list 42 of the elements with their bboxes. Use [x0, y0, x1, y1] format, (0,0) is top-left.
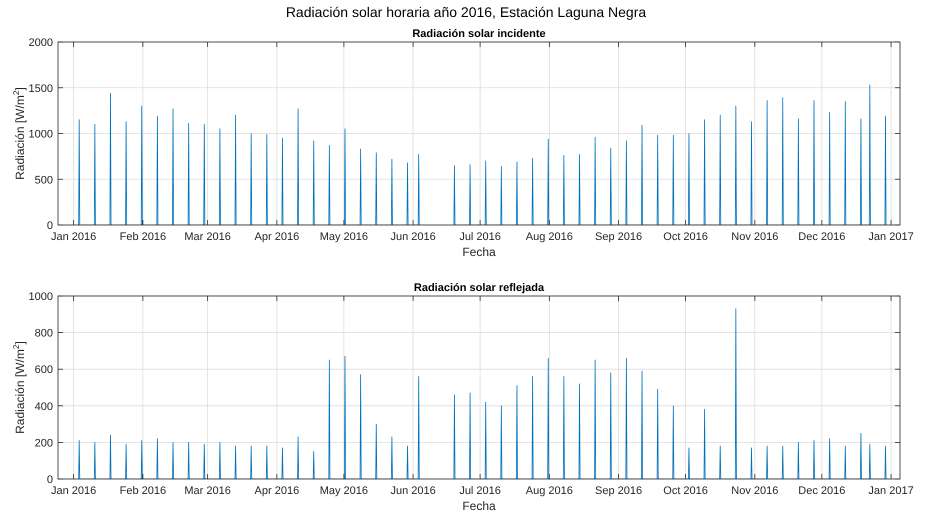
x-tick-label: Jul 2016 — [459, 485, 501, 497]
x-tick-label: Jan 2017 — [868, 485, 914, 497]
x-axis-title: Fecha — [462, 499, 496, 513]
y-tick-label: 1500 — [28, 82, 53, 95]
x-tick-label: Feb 2016 — [120, 231, 166, 243]
x-tick-label: Nov 2016 — [731, 485, 778, 497]
x-tick-label: Jun 2016 — [390, 231, 436, 243]
x-tick-label: Jan 2016 — [51, 231, 96, 243]
chart-title: Radiación solar horaria año 2016, Estación Laguna Negra — [286, 4, 646, 20]
x-tick-label: Dec 2016 — [798, 231, 846, 243]
y-tick-label: 1000 — [28, 291, 53, 303]
y-tick-label: 600 — [34, 364, 53, 376]
x-tick-label: Dec 2016 — [798, 485, 846, 497]
y-tick-label: 0 — [46, 220, 53, 232]
x-tick-label: Apr 2016 — [254, 231, 300, 243]
x-tick-label: Sep 2016 — [595, 231, 642, 243]
x-tick-label: Jun 2016 — [390, 485, 436, 497]
y-tick-label: 800 — [34, 328, 53, 340]
x-tick-label: Apr 2016 — [254, 485, 300, 497]
x-tick-label: May 2016 — [320, 485, 368, 497]
x-tick-label: Sep 2016 — [595, 485, 642, 497]
x-tick-label: Aug 2016 — [526, 231, 573, 243]
y-tick-label: 200 — [34, 437, 53, 450]
y-tick-label: 0 — [46, 474, 53, 486]
x-tick-label: Jul 2016 — [459, 231, 501, 243]
x-tick-label: Jan 2017 — [868, 231, 914, 243]
y-tick-label: 1000 — [28, 128, 53, 140]
y-tick-label: 2000 — [28, 37, 53, 49]
x-tick-label: May 2016 — [320, 231, 368, 243]
x-tick-label: Oct 2016 — [663, 231, 708, 243]
x-axis-title: Fecha — [462, 245, 496, 259]
y-tick-label: 400 — [34, 400, 53, 413]
x-tick-label: Jan 2016 — [51, 485, 96, 497]
x-tick-label: Oct 2016 — [663, 485, 708, 497]
x-tick-label: Feb 2016 — [120, 485, 166, 497]
y-tick-label: 500 — [34, 174, 53, 186]
x-tick-label: Mar 2016 — [184, 485, 231, 497]
x-tick-label: Nov 2016 — [731, 231, 778, 243]
chart-subtitle: Radiación solar reflejada — [414, 282, 545, 294]
chart-subtitle: Radiación solar incidente — [412, 28, 546, 40]
x-tick-label: Mar 2016 — [184, 231, 231, 243]
x-tick-label: Aug 2016 — [526, 485, 573, 497]
